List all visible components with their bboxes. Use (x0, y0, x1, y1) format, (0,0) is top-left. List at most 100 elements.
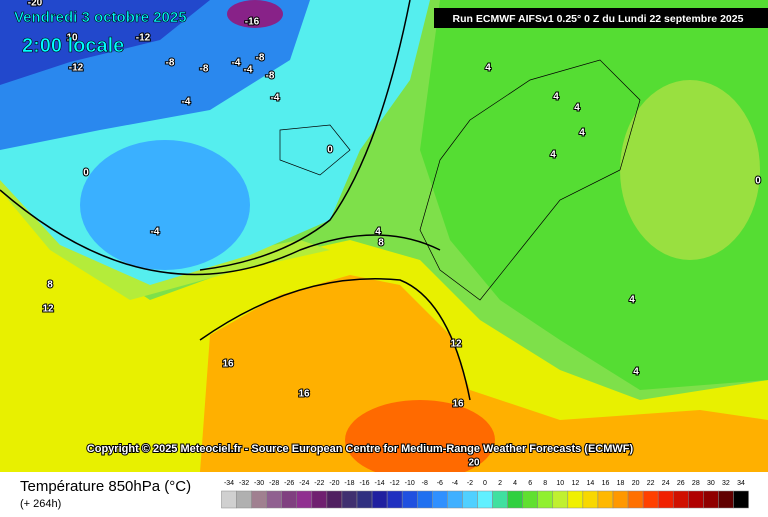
legend-swatch (642, 490, 659, 509)
contour-label: -4 (182, 97, 191, 108)
legend-swatch (703, 490, 719, 509)
east-zone (620, 80, 760, 260)
contour-label: -4 (271, 93, 280, 104)
legend-label: -4 (452, 480, 458, 487)
legend-swatch (552, 490, 569, 509)
very-cold-zone (0, 0, 210, 85)
legend-label: 10 (556, 480, 564, 487)
contour-label: 16 (222, 359, 234, 370)
legend-swatch (733, 490, 749, 509)
legend-label: -8 (422, 480, 428, 487)
legend-label: -10 (405, 480, 415, 487)
legend-label: -32 (239, 480, 249, 487)
legend-swatch (462, 490, 478, 509)
legend-label: 14 (587, 480, 595, 487)
legend-label: 28 (692, 480, 700, 487)
run-label: Run ECMWF AIFSv1 0.25° 0 Z du Lundi 22 s… (453, 13, 744, 25)
legend-label: 16 (602, 480, 610, 487)
legend-swatch (477, 490, 493, 509)
contour-label: -8 (256, 53, 265, 64)
legend-swatch (492, 490, 508, 509)
legend-swatch (597, 490, 614, 509)
contour-label: 0 (755, 176, 761, 187)
legend-label: 6 (528, 480, 532, 487)
contour-label: -4 (151, 227, 160, 238)
legend-swatch (356, 490, 373, 509)
legend-label: 20 (632, 480, 640, 487)
legend-swatch (688, 490, 704, 509)
mild-zone (0, 160, 330, 300)
legend-label: -26 (284, 480, 294, 487)
copyright: Copyright © 2025 Meteociel.fr - Source E… (87, 443, 634, 455)
contour-label: 16 (452, 399, 464, 410)
contour-label: 4 (375, 227, 381, 238)
legend-swatch (582, 490, 599, 509)
contour-label: 12 (450, 339, 462, 350)
legend-label: 22 (647, 480, 655, 487)
contour-label: 8 (47, 280, 53, 291)
contour-label: 4 (633, 367, 639, 378)
legend-label: 34 (737, 480, 745, 487)
legend-swatch (718, 490, 734, 509)
contour-label: 10 (66, 33, 78, 44)
legend-swatch (236, 490, 252, 509)
contour-label: 16 (298, 389, 310, 400)
legend-label: 4 (513, 480, 517, 487)
time-label: 2:00 locale (22, 35, 124, 57)
coldest-zone (227, 0, 283, 28)
date-label: Vendredi 3 octobre 2025 (14, 9, 187, 26)
legend-label: -6 (437, 480, 443, 487)
lead-time: (+ 264h) (20, 498, 61, 510)
legend-swatch (657, 490, 674, 509)
contour-label: 20 (468, 458, 480, 469)
legend-swatch (507, 490, 523, 509)
legend-label: -22 (314, 480, 324, 487)
contour-label: 4 (553, 92, 559, 103)
legend-swatch (627, 490, 644, 509)
legend-label: 30 (707, 480, 715, 487)
legend-swatch (371, 490, 388, 509)
contour-label: -4 (244, 65, 253, 76)
legend-label: -12 (390, 480, 400, 487)
contour-label: -12 (69, 63, 84, 74)
contour-label: -8 (166, 58, 175, 69)
legend-swatch (311, 490, 328, 509)
legend-label: 32 (722, 480, 730, 487)
legend-swatch (251, 490, 267, 509)
contour-label: 4 (574, 103, 580, 114)
contour-label: 4 (550, 150, 556, 161)
legend-swatch (266, 490, 282, 509)
contour-label: -4 (232, 58, 241, 69)
legend-label: -20 (329, 480, 339, 487)
legend-swatch (432, 490, 448, 509)
legend-label: 0 (483, 480, 487, 487)
legend-swatch (401, 490, 418, 509)
run-box (434, 8, 768, 28)
contour-line (0, 0, 471, 401)
contour-label: 8 (378, 238, 384, 249)
contour-label: 12 (42, 304, 54, 315)
legend-label: -18 (344, 480, 354, 487)
legend-label: 24 (662, 480, 670, 487)
legend-label: 8 (543, 480, 547, 487)
footer-title: Température 850hPa (°C) (20, 478, 191, 495)
contour-label: 4 (579, 128, 585, 139)
legend-swatch (221, 490, 237, 509)
contour-label: -16 (245, 17, 260, 28)
colorbar: -34 -32 -30 -28 -26 -24 -22 -20 -18 -16 -14 -12 -10-… (221, 480, 749, 509)
legend-swatch (612, 490, 629, 509)
very-hot-zone (345, 400, 495, 480)
legend-swatch (447, 490, 463, 509)
legend-label: 12 (571, 480, 579, 487)
legend-label: -30 (254, 480, 264, 487)
legend-swatch (672, 490, 689, 509)
legend-label: 18 (617, 480, 625, 487)
cold-core (80, 140, 250, 270)
legend-swatch (341, 490, 358, 509)
legend-label: 26 (677, 480, 685, 487)
legend-swatch (296, 490, 313, 509)
legend-label: -24 (299, 480, 309, 487)
